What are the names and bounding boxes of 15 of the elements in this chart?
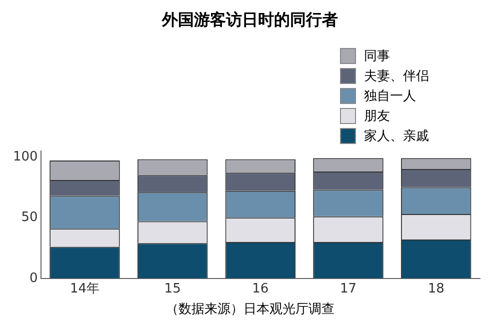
y-tick-label: 100	[12, 149, 38, 164]
y-tick-label: 50	[21, 210, 38, 226]
legend-label: 家人、亲戚	[364, 128, 429, 145]
x-tick-label: 17	[340, 282, 357, 297]
legend-label: 朋友	[364, 108, 390, 125]
x-tick-label: 15	[164, 282, 181, 297]
x-tick-label: 18	[428, 282, 444, 297]
legend-label: 同事	[364, 48, 390, 65]
text: （数据来源）日本观光厅调查	[164, 301, 336, 318]
x-tick-label: 14年	[70, 282, 100, 297]
legend-label: 夫妻、伴侣	[364, 68, 429, 85]
chart-title: 外国游客访日时的同行者	[160, 10, 339, 31]
legend-label: 独自一人	[364, 88, 416, 105]
x-tick-label: 16	[252, 282, 269, 297]
y-tick-label: 0	[30, 270, 38, 286]
